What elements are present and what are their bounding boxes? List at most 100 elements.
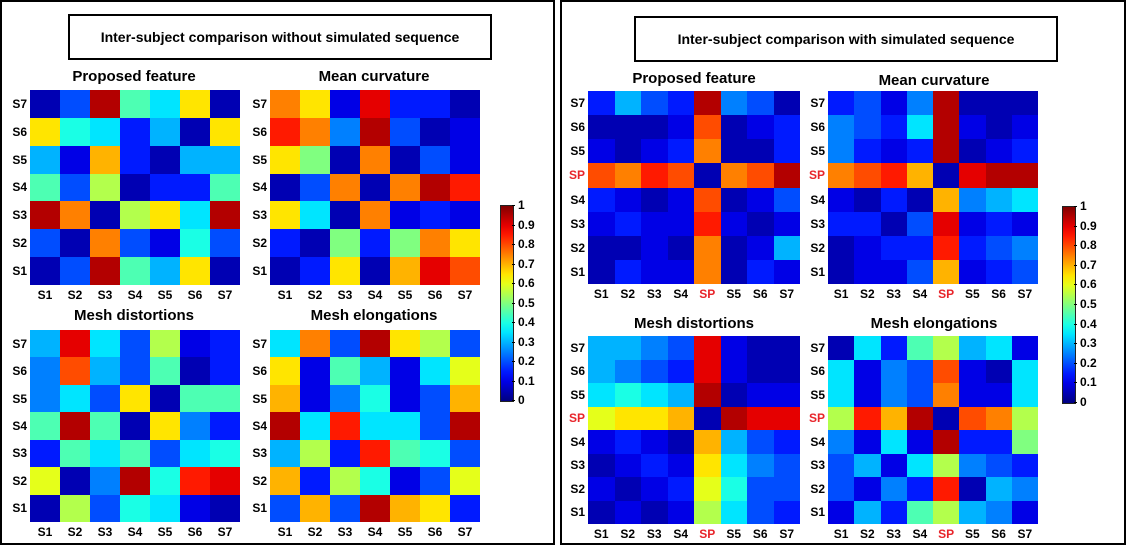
- heatmap-cell: [720, 453, 747, 477]
- heatmap-cell: [270, 90, 300, 118]
- heatmap-cell: [641, 139, 668, 164]
- heatmap-cell: [1011, 211, 1038, 236]
- y-tick-label: S4: [12, 180, 27, 195]
- heatmap-cell: [854, 139, 881, 164]
- y-tick-label: S6: [12, 124, 27, 139]
- heatmap-cell: [880, 477, 907, 501]
- y-tick-label: S2: [810, 481, 825, 496]
- heatmap-cell: [1011, 336, 1038, 360]
- heatmap-cell: [120, 145, 150, 174]
- heatmap-cell: [330, 173, 360, 202]
- heatmap-cell: [90, 229, 120, 258]
- heatmap-cell: [330, 229, 360, 258]
- heatmap-cell: [614, 359, 641, 383]
- heatmap-cell: [180, 173, 210, 202]
- y-tick-label: S3: [570, 216, 585, 231]
- x-tick-label: S6: [752, 287, 768, 301]
- heatmap-cell: [854, 477, 881, 501]
- x-tick-label: SP: [938, 287, 955, 301]
- heatmap-cell: [30, 229, 60, 258]
- heatmap-cell: [959, 163, 986, 188]
- heatmap-cell: [933, 336, 960, 360]
- heatmap-cell: [985, 115, 1012, 140]
- y-tick-label: S7: [12, 336, 27, 351]
- heatmap-cell: [959, 359, 986, 383]
- heatmap-cell: [420, 173, 450, 202]
- heatmap-cell: [773, 477, 800, 501]
- x-tick-label: S7: [217, 288, 233, 302]
- heatmap-cell: [120, 357, 150, 385]
- y-tick-label: S6: [810, 120, 825, 135]
- heatmap-cell: [747, 211, 774, 236]
- chart-title: Proposed feature: [72, 68, 196, 85]
- heatmap-cell: [300, 412, 330, 440]
- heatmap-cell: [854, 453, 881, 477]
- heatmap-cell: [828, 430, 855, 454]
- heatmap-cell: [60, 145, 90, 174]
- colorbar-tick-mark: [512, 224, 515, 226]
- heatmap-cell: [641, 235, 668, 260]
- heatmap-cell: [747, 235, 774, 260]
- heatmap-cell: [959, 211, 986, 236]
- heatmap-cell: [985, 163, 1012, 188]
- heatmap-cell: [1011, 91, 1038, 116]
- y-tick-label: SP: [808, 411, 825, 426]
- y-tick-label: S3: [252, 446, 267, 461]
- heatmap-cell: [720, 500, 747, 524]
- heatmap-cell: [720, 139, 747, 164]
- heatmap-cell: [906, 430, 933, 454]
- chart-title: Mesh distortions: [633, 315, 754, 332]
- heatmap-cell: [747, 430, 774, 454]
- heatmap-cell: [773, 187, 800, 212]
- heatmap-cell: [90, 201, 120, 230]
- heatmap-cell: [180, 90, 210, 118]
- heatmap-cell: [450, 439, 480, 468]
- heatmap-cell: [933, 359, 960, 383]
- heatmap-cell: [720, 91, 747, 116]
- x-tick-label: S4: [127, 525, 143, 539]
- heatmap-cell: [360, 357, 390, 385]
- x-tick-label: S6: [187, 288, 203, 302]
- heatmap-cell: [985, 235, 1012, 260]
- heatmap-cell: [933, 187, 960, 212]
- heatmap-cell: [330, 494, 360, 522]
- heatmap-cell: [985, 406, 1012, 430]
- x-tick-label: S5: [157, 288, 173, 302]
- x-tick-label: S6: [427, 288, 443, 302]
- heatmap-cell: [747, 453, 774, 477]
- heatmap-cell: [330, 439, 360, 468]
- heatmap-cell: [330, 412, 360, 440]
- x-tick-label: S1: [277, 288, 293, 302]
- heatmap-cell: [420, 357, 450, 385]
- heatmap-cell: [360, 412, 390, 440]
- heatmap-cell: [300, 201, 330, 230]
- heatmap-cell: [390, 330, 420, 358]
- heatmap-cell: [773, 115, 800, 140]
- heatmap-cell: [120, 117, 150, 146]
- heatmap-cell: [854, 359, 881, 383]
- heatmap-cell: [390, 439, 420, 468]
- heatmap-cell: [747, 115, 774, 140]
- colorbar-tick-mark: [1074, 304, 1077, 305]
- heatmap-cell: [420, 229, 450, 258]
- heatmap-cell: [270, 257, 300, 285]
- y-tick-label: S4: [810, 192, 825, 207]
- colorbar-tick-label: 0: [1080, 395, 1087, 409]
- heatmap-cell: [270, 357, 300, 385]
- x-tick-label: S1: [277, 525, 293, 539]
- x-tick-label: S4: [367, 525, 383, 539]
- x-tick-label: S1: [37, 525, 53, 539]
- heatmap-cell: [150, 357, 180, 385]
- heatmap-cell: [150, 229, 180, 258]
- x-tick-label: S4: [673, 287, 689, 301]
- heatmap-cell: [1011, 163, 1038, 188]
- heatmap-cell: [614, 115, 641, 140]
- heatmap-cell: [120, 330, 150, 358]
- heatmap-cell: [300, 90, 330, 118]
- heatmap-cell: [30, 90, 60, 118]
- y-tick-label: S3: [252, 208, 267, 223]
- y-tick-label: S4: [810, 434, 825, 449]
- y-tick-label: S6: [570, 364, 585, 379]
- heatmap-cell: [906, 235, 933, 260]
- heatmap-cell: [270, 439, 300, 468]
